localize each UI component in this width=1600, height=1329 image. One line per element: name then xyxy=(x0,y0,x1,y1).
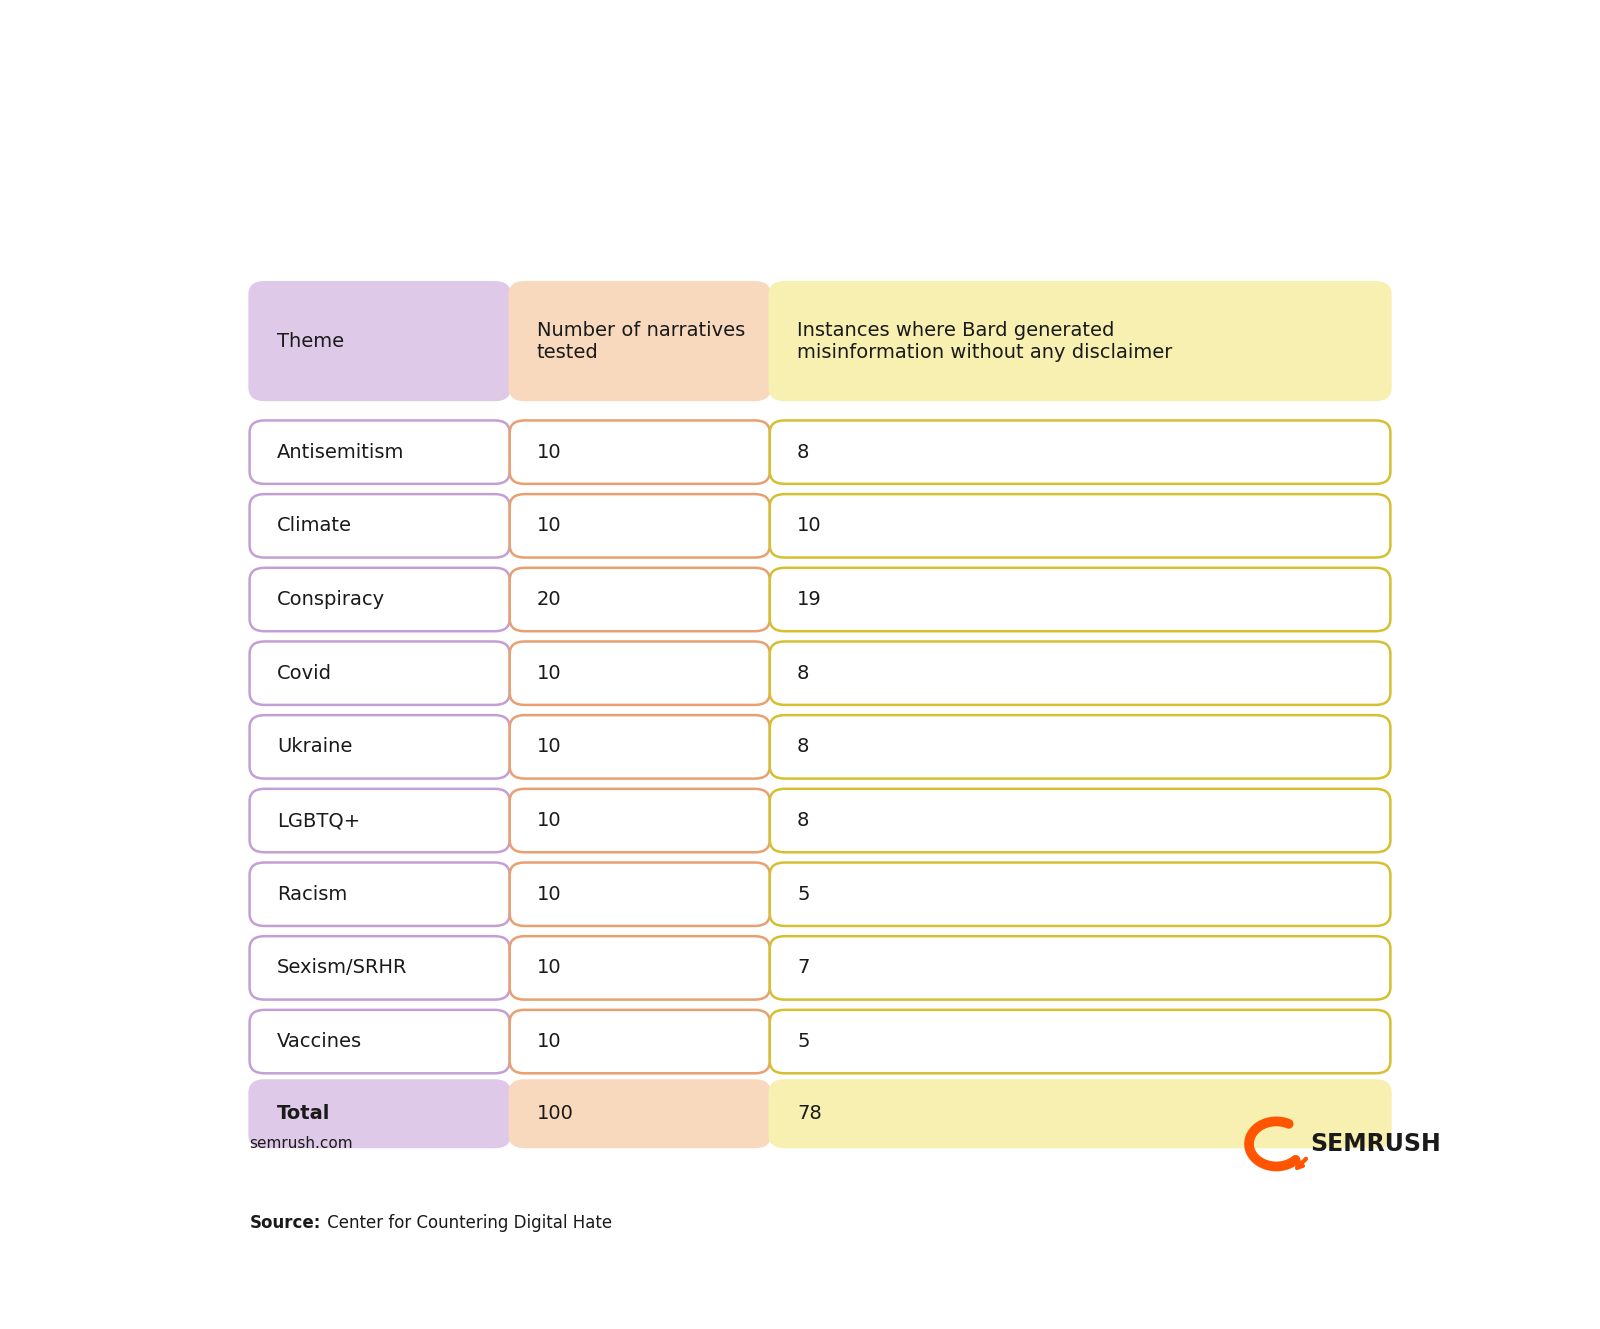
FancyBboxPatch shape xyxy=(250,863,510,926)
FancyBboxPatch shape xyxy=(510,863,770,926)
Text: Covid: Covid xyxy=(277,663,331,683)
FancyBboxPatch shape xyxy=(510,1080,770,1147)
Text: Theme: Theme xyxy=(277,332,344,351)
FancyBboxPatch shape xyxy=(510,282,770,400)
FancyBboxPatch shape xyxy=(510,494,770,558)
Text: 10: 10 xyxy=(538,811,562,831)
Text: 10: 10 xyxy=(538,517,562,536)
Text: 5: 5 xyxy=(797,1033,810,1051)
Text: 10: 10 xyxy=(538,958,562,977)
FancyBboxPatch shape xyxy=(250,715,510,779)
FancyBboxPatch shape xyxy=(510,936,770,999)
FancyBboxPatch shape xyxy=(250,567,510,631)
Text: 19: 19 xyxy=(797,590,822,609)
FancyBboxPatch shape xyxy=(770,936,1390,999)
FancyBboxPatch shape xyxy=(770,642,1390,704)
Text: 8: 8 xyxy=(797,738,810,756)
FancyBboxPatch shape xyxy=(250,1010,510,1074)
Text: Number of narratives
tested: Number of narratives tested xyxy=(538,320,746,361)
Text: 8: 8 xyxy=(797,663,810,683)
FancyBboxPatch shape xyxy=(510,420,770,484)
FancyBboxPatch shape xyxy=(510,567,770,631)
FancyBboxPatch shape xyxy=(770,1010,1390,1074)
Text: 10: 10 xyxy=(538,1033,562,1051)
Text: Antisemitism: Antisemitism xyxy=(277,443,405,461)
Text: Instances where Bard generated
misinformation without any disclaimer: Instances where Bard generated misinform… xyxy=(797,320,1173,361)
Text: SEMRUSH: SEMRUSH xyxy=(1310,1132,1440,1156)
FancyBboxPatch shape xyxy=(250,282,510,400)
Text: 20: 20 xyxy=(538,590,562,609)
FancyBboxPatch shape xyxy=(250,420,510,484)
Text: 10: 10 xyxy=(538,443,562,461)
Text: 10: 10 xyxy=(538,885,562,904)
Text: Climate: Climate xyxy=(277,517,352,536)
FancyBboxPatch shape xyxy=(770,715,1390,779)
Text: Racism: Racism xyxy=(277,885,347,904)
FancyBboxPatch shape xyxy=(770,420,1390,484)
Text: 10: 10 xyxy=(538,738,562,756)
Text: 10: 10 xyxy=(797,517,822,536)
FancyBboxPatch shape xyxy=(250,789,510,852)
FancyBboxPatch shape xyxy=(770,282,1390,400)
Text: Conspiracy: Conspiracy xyxy=(277,590,386,609)
FancyBboxPatch shape xyxy=(250,1080,510,1147)
Text: Vaccines: Vaccines xyxy=(277,1033,362,1051)
Text: 100: 100 xyxy=(538,1104,574,1123)
FancyBboxPatch shape xyxy=(770,1080,1390,1147)
Text: LGBTQ+: LGBTQ+ xyxy=(277,811,360,831)
Text: 7: 7 xyxy=(797,958,810,977)
FancyBboxPatch shape xyxy=(250,494,510,558)
FancyBboxPatch shape xyxy=(770,789,1390,852)
Text: 8: 8 xyxy=(797,811,810,831)
Text: Center for Countering Digital Hate: Center for Countering Digital Hate xyxy=(322,1213,611,1232)
FancyBboxPatch shape xyxy=(510,789,770,852)
FancyBboxPatch shape xyxy=(510,642,770,704)
Text: 5: 5 xyxy=(797,885,810,904)
FancyBboxPatch shape xyxy=(510,715,770,779)
FancyBboxPatch shape xyxy=(770,494,1390,558)
FancyBboxPatch shape xyxy=(250,936,510,999)
Text: Total: Total xyxy=(277,1104,330,1123)
FancyBboxPatch shape xyxy=(770,863,1390,926)
Text: 78: 78 xyxy=(797,1104,822,1123)
Text: 8: 8 xyxy=(797,443,810,461)
Text: 10: 10 xyxy=(538,663,562,683)
FancyBboxPatch shape xyxy=(770,567,1390,631)
Text: Source:: Source: xyxy=(250,1213,322,1232)
Text: semrush.com: semrush.com xyxy=(250,1136,354,1151)
Text: Ukraine: Ukraine xyxy=(277,738,352,756)
Text: Sexism/SRHR: Sexism/SRHR xyxy=(277,958,408,977)
FancyBboxPatch shape xyxy=(250,642,510,704)
FancyBboxPatch shape xyxy=(510,1010,770,1074)
